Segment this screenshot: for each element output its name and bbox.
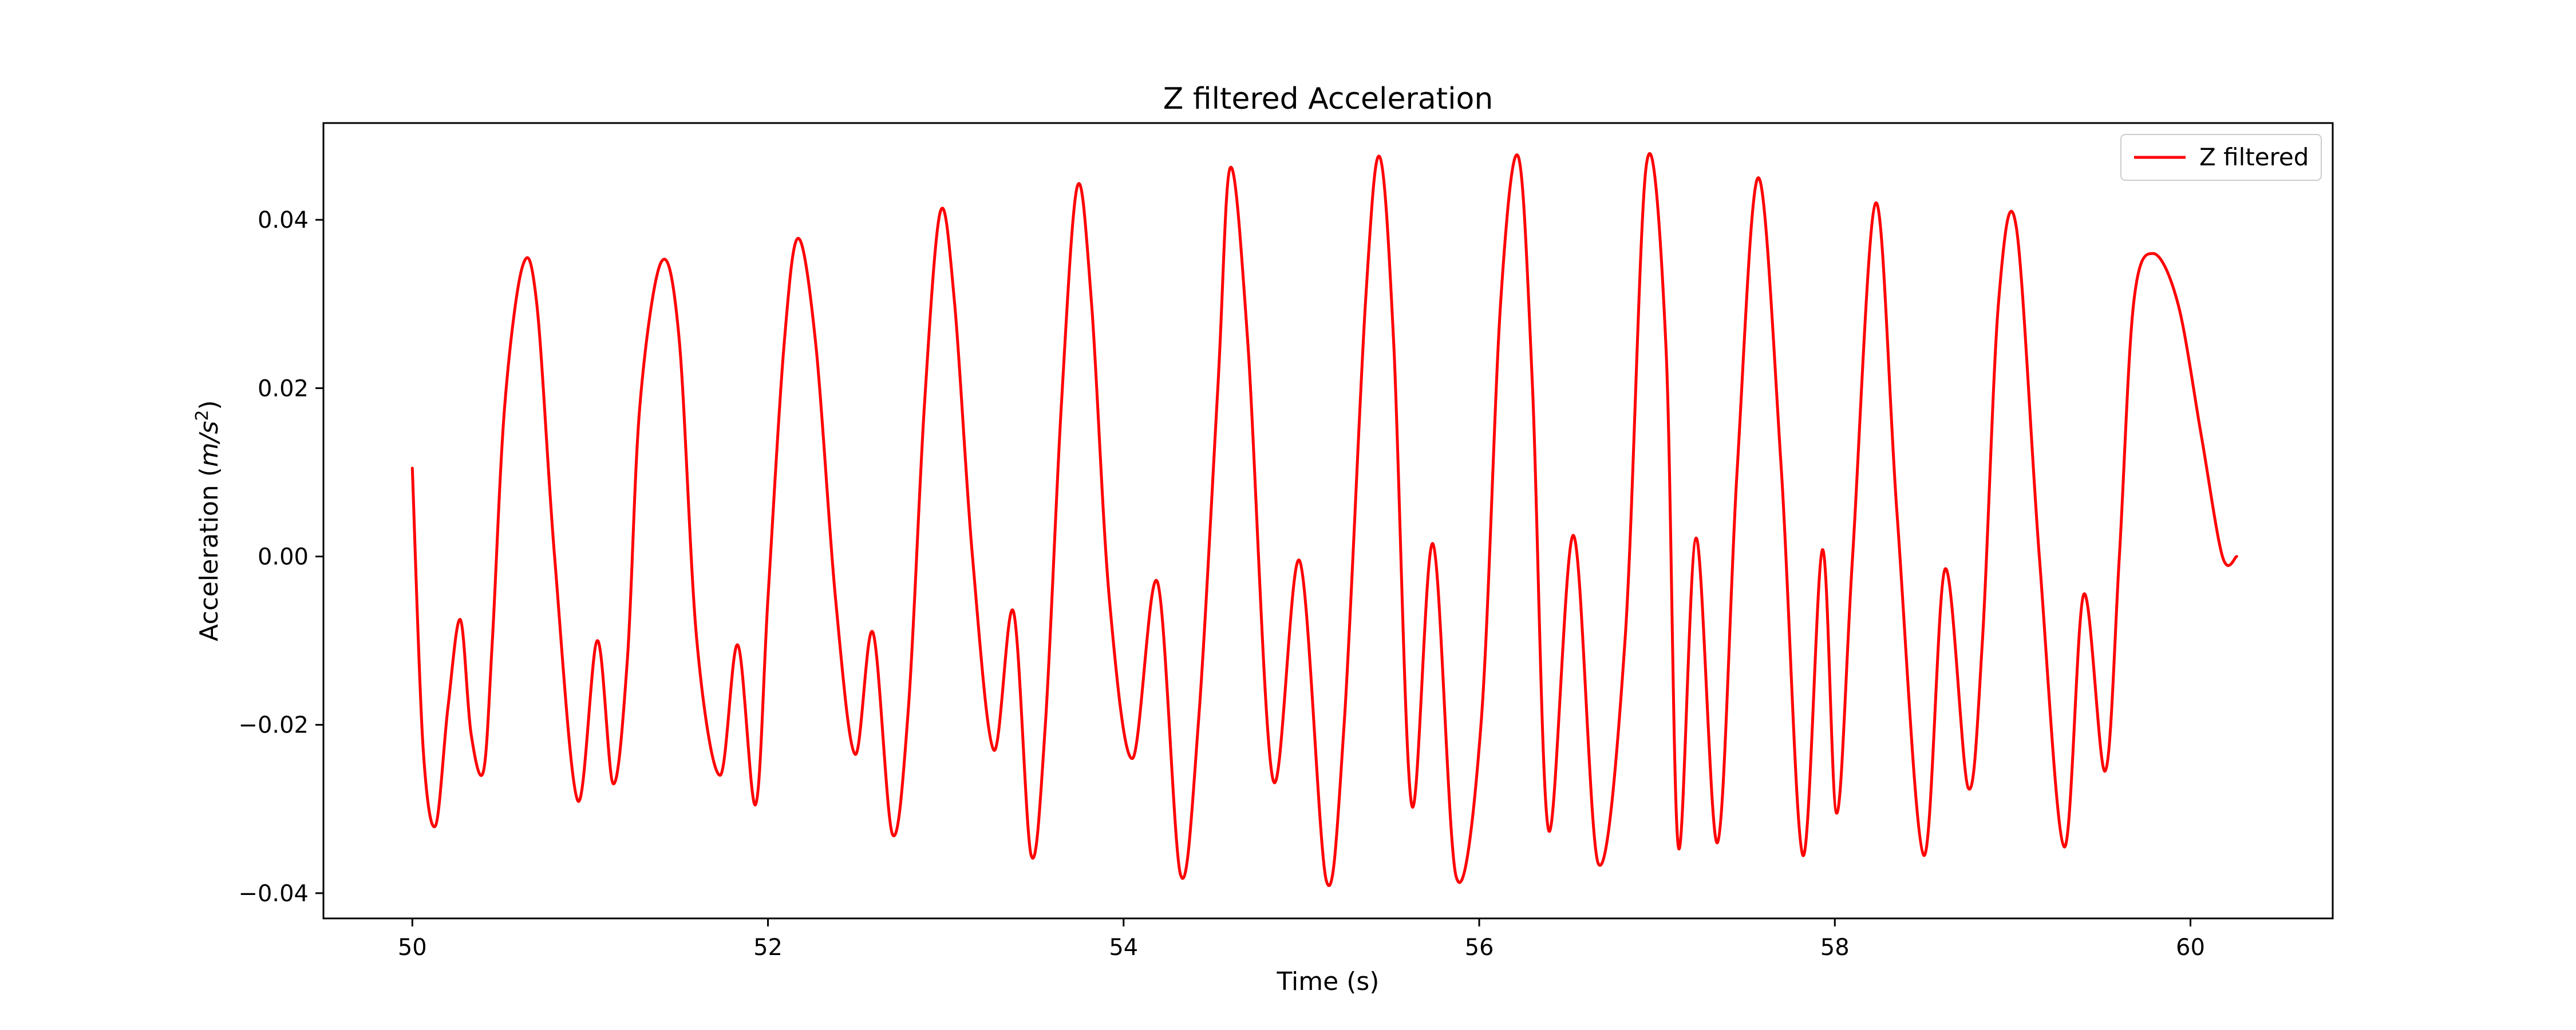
y-tick-label: 0.04 [258, 207, 309, 233]
y-axis-label: Acceleration (m/s2) [192, 400, 224, 641]
legend-label: Z filtered [2199, 143, 2309, 171]
plot-area [322, 122, 2334, 920]
y-tick-label: 0.02 [258, 375, 309, 402]
y-axis-label-main: Acceleration ( [195, 467, 224, 641]
legend: Z filtered [2120, 134, 2322, 181]
x-tick-label: 54 [1109, 934, 1138, 961]
series-line-z-filtered [410, 152, 2238, 887]
x-tick-label: 50 [398, 934, 427, 961]
y-axis-label-close: ) [195, 400, 224, 410]
x-tick-label: 60 [2176, 934, 2205, 961]
y-tick-label: 0.00 [258, 544, 309, 571]
y-tick-label: −0.02 [238, 712, 309, 739]
x-tick-label: 58 [1820, 934, 1850, 961]
axes-frame [322, 122, 2334, 920]
y-axis-label-unit: m/s [195, 421, 224, 468]
y-axis-ticks: −0.04 −0.02 0.00 0.02 0.04 [238, 207, 323, 907]
x-axis-ticks: 50 52 54 56 58 60 [398, 918, 2205, 961]
x-axis-label: Time (s) [1277, 967, 1380, 996]
legend-box [2120, 134, 2322, 181]
chart-title: Z filtered Acceleration [1163, 82, 1494, 116]
y-tick-label: −0.04 [238, 881, 309, 907]
x-tick-label: 56 [1465, 934, 1494, 961]
x-tick-label: 52 [753, 934, 783, 961]
y-axis-label-exponent: 2 [192, 410, 212, 421]
